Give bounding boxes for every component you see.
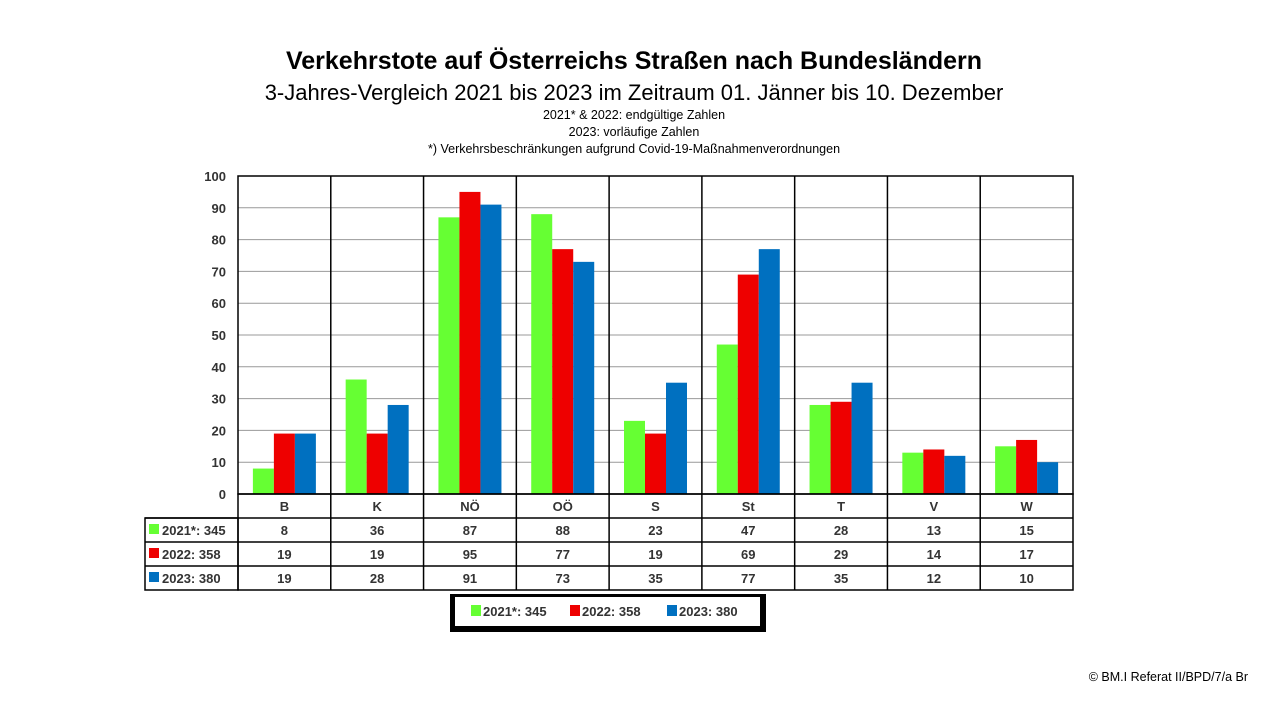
bar-S-1 (645, 433, 666, 494)
category-label: St (742, 499, 756, 514)
category-label: B (280, 499, 289, 514)
y-tick-label: 30 (212, 392, 226, 407)
bar-K-0 (345, 379, 367, 494)
table-legend-label: 2023: 380 (162, 571, 221, 586)
table-cell: 14 (927, 547, 942, 562)
bar-W-2 (1037, 462, 1059, 494)
bar-T-1 (830, 401, 852, 494)
bar-W-1 (1016, 439, 1038, 494)
table-cell: 8 (281, 523, 288, 538)
table-legend-label: 2021*: 345 (162, 523, 226, 538)
table-cell: 88 (555, 523, 569, 538)
bar-B-0 (252, 468, 274, 494)
y-tick-label: 60 (212, 296, 226, 311)
bar-OÖ-2 (573, 261, 595, 494)
table-cell: 87 (463, 523, 477, 538)
bar-V-1 (923, 449, 945, 494)
bar-S-2 (666, 382, 687, 494)
bar-B-2 (294, 433, 316, 494)
bar-V-2 (944, 455, 966, 494)
category-label: NÖ (460, 499, 480, 514)
bar-St-1 (737, 274, 759, 494)
y-tick-label: 20 (212, 423, 226, 438)
legend-swatch (471, 605, 481, 616)
table-legend-label: 2022: 358 (162, 547, 221, 562)
table-cell: 19 (370, 547, 384, 562)
table-cell: 15 (1019, 523, 1033, 538)
y-tick-label: 80 (212, 233, 226, 248)
table-cell: 69 (741, 547, 755, 562)
table-cell: 47 (741, 523, 755, 538)
table-cell: 77 (555, 547, 569, 562)
table-cell: 35 (648, 571, 662, 586)
chart-subtitle: 3-Jahres-Vergleich 2021 bis 2023 im Zeit… (264, 80, 1004, 105)
table-cell: 35 (834, 571, 848, 586)
category-label: T (837, 499, 845, 514)
legend-swatch (667, 605, 677, 616)
y-tick-label: 70 (212, 264, 226, 279)
legend-label: 2021*: 345 (483, 604, 547, 619)
bar-K-2 (387, 404, 409, 494)
table-cell: 28 (834, 523, 848, 538)
y-tick-label: 50 (212, 328, 226, 343)
y-tick-label: 40 (212, 360, 226, 375)
legend-label: 2022: 358 (582, 604, 641, 619)
table-cell: 29 (834, 547, 848, 562)
bar-St-0 (716, 344, 738, 494)
table-cell: 10 (1019, 571, 1033, 586)
y-tick-label: 90 (212, 201, 226, 216)
bar-B-1 (273, 433, 295, 494)
y-tick-label: 10 (212, 455, 226, 470)
table-cell: 36 (370, 523, 384, 538)
table-cell: 13 (927, 523, 941, 538)
note-covid: *) Verkehrsbeschränkungen aufgrund Covid… (427, 142, 841, 156)
bar-OÖ-1 (552, 249, 574, 494)
legend-swatch (570, 605, 580, 616)
category-label: OÖ (553, 499, 573, 514)
bar-K-1 (366, 433, 388, 494)
bar-W-0 (995, 446, 1017, 494)
bar-NÖ-1 (459, 191, 481, 494)
category-label: K (372, 499, 382, 514)
legend-box (455, 597, 760, 626)
table-legend-swatch (149, 548, 159, 558)
table-cell: 23 (648, 523, 662, 538)
bar-T-0 (809, 404, 831, 494)
chart-title: Verkehrstote auf Österreichs Straßen nac… (285, 47, 983, 75)
y-tick-label: 100 (204, 169, 226, 184)
bar-S-0 (624, 420, 645, 494)
note-final: 2021* & 2022: endgültige Zahlen (542, 108, 726, 122)
category-label: W (1020, 499, 1033, 514)
bar-St-2 (758, 249, 780, 494)
bar-V-0 (902, 452, 924, 494)
bar-T-2 (851, 382, 873, 494)
y-tick-label: 0 (219, 487, 226, 502)
table-cell: 19 (277, 547, 291, 562)
table-cell: 77 (741, 571, 755, 586)
bar-NÖ-0 (438, 217, 460, 494)
table-cell: 28 (370, 571, 384, 586)
table-cell: 95 (463, 547, 477, 562)
table-cell: 17 (1019, 547, 1033, 562)
bar-NÖ-2 (480, 204, 502, 494)
category-label: V (929, 499, 938, 514)
table-legend-swatch (149, 524, 159, 534)
table-cell: 73 (555, 571, 569, 586)
table-cell: 91 (463, 571, 477, 586)
legend-label: 2023: 380 (679, 604, 738, 619)
table-cell: 19 (277, 571, 291, 586)
table-legend-swatch (149, 572, 159, 582)
note-provisional: 2023: vorläufige Zahlen (568, 125, 700, 139)
bar-OÖ-0 (531, 214, 553, 494)
table-cell: 19 (648, 547, 662, 562)
table-cell: 12 (927, 571, 941, 586)
category-label: S (651, 499, 660, 514)
copyright: © BM.I Referat II/BPD/7/a Br (1088, 670, 1248, 684)
